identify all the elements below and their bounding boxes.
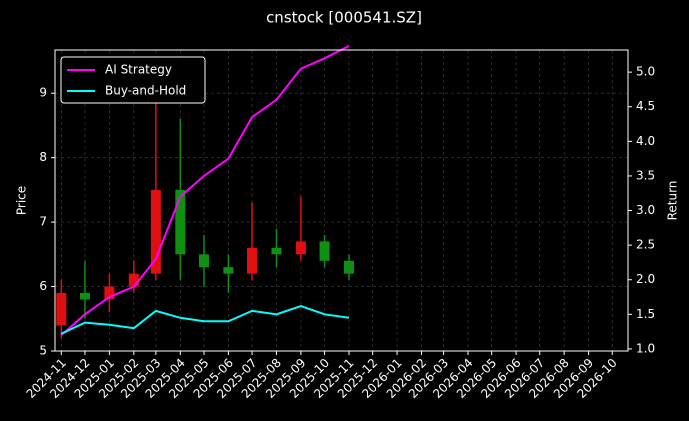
candle-body [247, 247, 258, 274]
y2-tick-label: 5.0 [636, 65, 655, 79]
candle-body [175, 189, 186, 255]
y2-tick-label: 4.5 [636, 99, 655, 113]
candle-body [150, 189, 161, 274]
y2-tick-label: 3.5 [636, 168, 655, 182]
plot-frame [54, 49, 629, 352]
y2-tick-label: 1.0 [636, 341, 655, 355]
y-tick-label: 7 [39, 215, 47, 229]
legend-box [60, 56, 206, 104]
candle-body [319, 241, 330, 261]
legend: AI Strategy Buy-and-Hold [60, 56, 206, 104]
y2-tick-label: 4.0 [636, 134, 655, 148]
candle-body [271, 247, 282, 255]
candle-body [79, 292, 90, 300]
y-tick-label: 8 [39, 150, 47, 164]
candle-body [223, 267, 234, 274]
candle-body [295, 241, 306, 255]
y2-tick-label: 1.5 [636, 307, 655, 321]
return-line [60, 44, 350, 336]
candle-body [128, 273, 139, 287]
y-tick-label: 6 [39, 279, 47, 293]
legend-label: AI Strategy [105, 63, 172, 77]
y-axis-label: Price [15, 186, 29, 215]
candle-body [56, 292, 67, 326]
y2-tick-label: 3.0 [636, 203, 655, 217]
return-line [60, 304, 350, 335]
candle-body [198, 254, 209, 268]
y2-axis-label: Return [666, 181, 680, 221]
legend-label: Buy-and-Hold [105, 84, 186, 98]
chart-title: cnstock [000541.SZ] [266, 9, 422, 27]
y2-tick-label: 2.0 [636, 272, 655, 286]
y-tick-label: 9 [39, 86, 47, 100]
candle-body [104, 286, 115, 300]
candle-body [343, 260, 354, 274]
y2-tick-label: 2.5 [636, 238, 655, 252]
y-tick-label: 5 [39, 344, 47, 358]
